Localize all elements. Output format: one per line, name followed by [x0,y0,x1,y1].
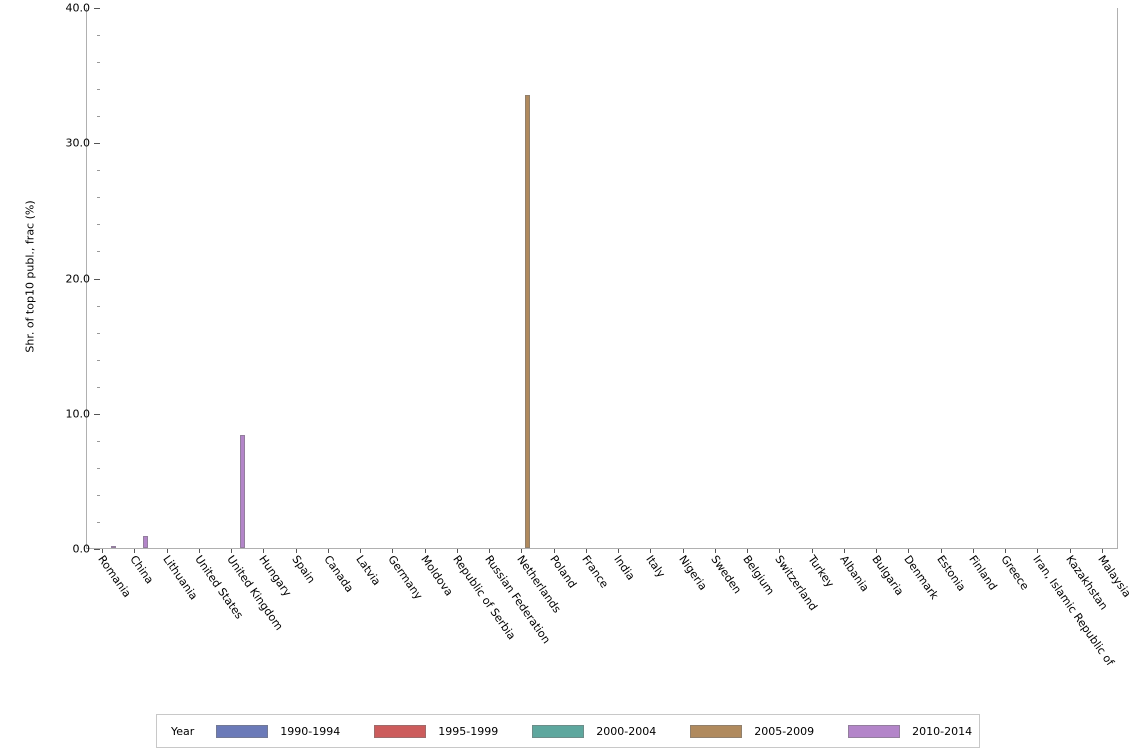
x-tick-label: Turkey [804,553,837,590]
legend-label: 2005-2009 [754,724,815,738]
y-minor-tick-mark [97,467,100,469]
bar [524,94,530,548]
x-tick-mark [811,549,813,553]
y-minor-tick-mark [97,521,100,523]
legend-label: 1990-1994 [280,724,341,738]
x-tick-mark [553,549,555,553]
y-tick-mark [94,143,100,145]
y-tick-label: 40.0 [65,1,91,15]
x-tick-label: Italy [643,553,669,581]
x-tick-mark [521,549,523,553]
legend-entry[interactable]: 2010-2014 [848,724,973,738]
legend-entry[interactable]: 1995-1999 [374,724,499,738]
y-minor-tick-mark [97,251,100,253]
y-minor-tick-mark [97,170,100,172]
legend-label: 2010-2014 [912,724,973,738]
x-tick-label: Nigeria [675,553,710,593]
x-tick-mark [618,549,620,553]
y-tick-label: 20.0 [65,272,91,285]
x-tick-label: Greece [998,553,1032,593]
y-tick-mark [94,8,100,9]
x-tick-mark [456,549,458,553]
y-minor-tick-mark [97,359,100,361]
x-tick-mark [1101,549,1103,553]
x-axis-tick-labels: Romania China Lithuania United States United… [86,549,1133,703]
x-tick-mark [166,549,168,553]
y-minor-tick-mark [97,116,100,118]
x-tick-mark [650,549,652,553]
x-tick-mark [1069,549,1071,553]
x-tick-mark [102,549,104,553]
legend-label: 1995-1999 [438,724,499,738]
x-tick-mark [972,549,974,553]
legend-entry[interactable]: 2005-2009 [690,724,815,738]
x-tick-mark [908,549,910,553]
y-tick-label: 0.0 [72,542,91,556]
bar [239,435,245,548]
x-tick-label: Albania [837,553,872,595]
x-tick-mark [231,549,233,553]
y-tick-label: 30.0 [65,136,91,150]
y-minor-tick-mark [97,35,100,37]
x-tick-mark [198,549,200,553]
y-minor-tick-mark [97,386,100,388]
x-tick-label: Poland [546,553,579,591]
x-tick-mark [295,549,297,553]
y-minor-tick-mark [97,89,100,91]
legend-label: 2000-2004 [596,724,657,738]
legend-entry[interactable]: 1990-1994 [216,724,341,738]
legend: Year 1990-1994 1995-1999 2000-2004 2005-200… [156,714,980,748]
x-tick-label: Estonia [933,553,968,594]
x-tick-mark [489,549,491,553]
x-tick-mark [1005,549,1007,553]
y-minor-tick-mark [97,197,100,199]
legend-title: Year [171,724,195,738]
x-tick-label: Finland [966,553,1000,593]
y-minor-tick-mark [97,305,100,307]
x-tick-mark [940,549,942,553]
x-tick-label: Latvia [353,553,384,588]
legend-color-swatch [532,724,585,738]
x-tick-mark [876,549,878,553]
y-minor-tick-mark [97,494,100,496]
x-tick-mark [585,549,587,553]
y-minor-tick-mark [97,224,100,226]
x-tick-mark [327,549,329,553]
bar [142,535,148,548]
legend-entry[interactable]: 2000-2004 [532,724,657,738]
y-tick-mark [94,278,100,280]
x-tick-mark [360,549,362,553]
bar [110,545,116,548]
x-tick-label: France [579,553,611,591]
x-tick-mark [747,549,749,553]
legend-entries: 1990-1994 1995-1999 2000-2004 2005-2009 2010… [216,724,1006,738]
bar-group [87,8,1117,548]
x-tick-label: Spain [288,553,318,586]
x-tick-mark [424,549,426,553]
x-tick-mark [843,549,845,553]
legend-color-swatch [374,724,427,738]
x-tick-mark [392,549,394,553]
x-tick-label: China [127,553,157,587]
y-minor-tick-mark [97,332,100,334]
x-tick-mark [263,549,265,553]
x-tick-label: India [611,553,638,583]
x-tick-mark [779,549,781,553]
y-tick-label: 10.0 [65,407,91,421]
legend-color-swatch [848,724,901,738]
y-minor-tick-mark [97,62,100,64]
y-minor-tick-mark [97,440,100,442]
x-tick-mark [682,549,684,553]
legend-color-swatch [216,724,269,738]
x-tick-label: Sweden [708,553,744,597]
plot-area [86,8,1118,549]
legend-color-swatch [690,724,743,738]
x-tick-mark [134,549,136,553]
y-tick-mark [94,413,100,415]
x-tick-mark [1037,549,1039,553]
y-tick-mark [94,549,100,550]
x-tick-label: Canada [321,553,356,595]
x-tick-mark [714,549,716,553]
